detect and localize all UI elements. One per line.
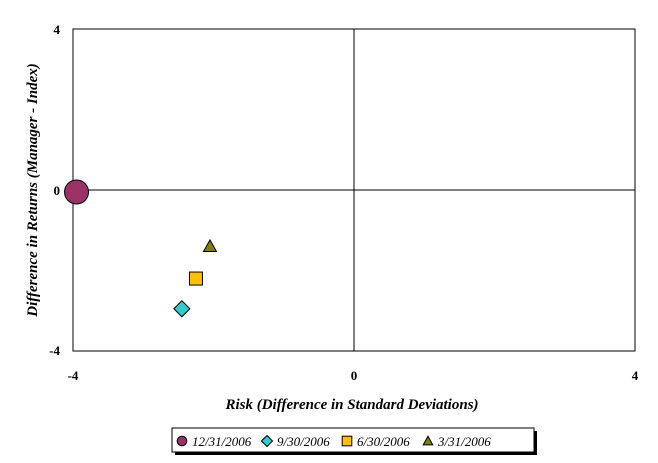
legend-label-12-31-2006: 12/31/2006 [192, 434, 252, 449]
x-tick-left: -4 [68, 368, 79, 383]
y-tick-bottom: -4 [49, 343, 60, 358]
legend: 12/31/2006 9/30/2006 6/30/2006 3/31/2006 [171, 427, 537, 455]
data-point-12-31-2006 [64, 179, 90, 205]
x-tick-right: 4 [632, 368, 639, 383]
data-point-3-31-2006 [202, 238, 218, 253]
y-tick-middle: 0 [54, 183, 61, 198]
legend-marker-6-30-2006 [341, 435, 353, 447]
legend-box [171, 427, 535, 453]
data-point-6-30-2006 [188, 271, 203, 286]
y-tick-top: 4 [54, 22, 61, 37]
legend-marker-9-30-2006 [260, 434, 274, 448]
legend-label-9-30-2006: 9/30/2006 [277, 434, 330, 449]
legend-label-6-30-2006: 6/30/2006 [357, 434, 410, 449]
data-markers [64, 179, 218, 318]
x-axis-title: Risk (Difference in Standard Deviations) [224, 397, 478, 413]
y-axis-title: Difference in Returns (Manager - Index) [25, 63, 41, 317]
data-point-9-30-2006 [173, 300, 191, 318]
legend-marker-12-31-2006 [176, 435, 188, 447]
x-tick-middle: 0 [351, 368, 358, 383]
legend-label-3-31-2006: 3/31/2006 [437, 434, 491, 449]
legend-marker-3-31-2006 [422, 435, 434, 446]
